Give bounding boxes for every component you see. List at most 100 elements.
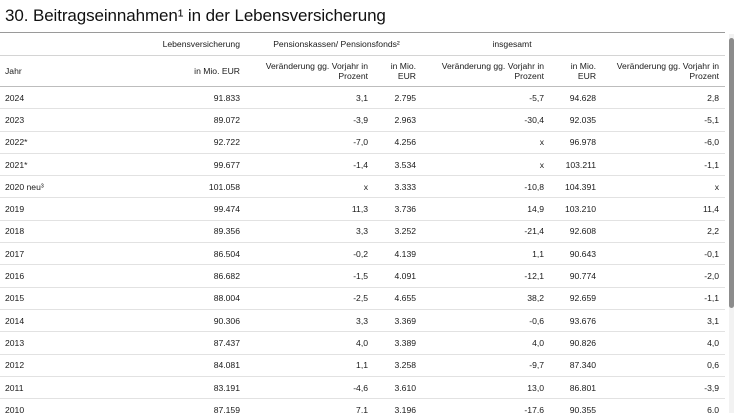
cell-veraenderung-pk: 1,1 xyxy=(422,242,551,266)
cell-veraenderung-pk: x xyxy=(422,131,551,154)
cell-mio-ges: 90.774 xyxy=(550,264,603,288)
cell-veraenderung-ges: 3,1 xyxy=(602,309,726,333)
cell-mio-lv: 90.306 xyxy=(118,309,246,333)
cell-veraenderung-lv: -3,9 xyxy=(246,108,374,132)
cell-mio-pk: 3.389 xyxy=(374,331,423,355)
cell-veraenderung-ges: -1,1 xyxy=(602,153,726,177)
cell-veraenderung-lv: 3,3 xyxy=(246,309,374,333)
group-header-insgesamt: insgesamt xyxy=(422,33,603,56)
cell-mio-ges: 104.391 xyxy=(550,175,603,199)
cell-mio-ges: 92.035 xyxy=(550,108,603,132)
cell-jahr: 2016 xyxy=(0,264,118,288)
title-divider xyxy=(0,32,725,33)
cell-veraenderung-ges: -0,1 xyxy=(602,242,726,266)
cell-jahr: 2010 xyxy=(0,398,118,413)
table-row: 2023 89.072 -3,9 2.963 -30,4 92.035 -5,1 xyxy=(0,108,726,132)
column-header-veraenderung-lv: Veränderung gg. Vorjahr in Prozent xyxy=(246,55,374,87)
cell-mio-ges: 87.340 xyxy=(550,354,603,377)
cell-jahr: 2020 neu³ xyxy=(0,175,118,199)
cell-veraenderung-ges: 11,4 xyxy=(602,197,726,221)
cell-veraenderung-ges: -2,0 xyxy=(602,264,726,288)
cell-mio-pk: 2.963 xyxy=(374,108,423,132)
cell-veraenderung-lv: x xyxy=(246,175,374,199)
cell-veraenderung-pk: -5,7 xyxy=(422,86,551,110)
cell-jahr: 2023 xyxy=(0,108,118,132)
page-title: 30. Beitragseinnahmen¹ in der Lebensvers… xyxy=(5,6,386,25)
table-row: 2010 87.159 7,1 3.196 -17,6 90.355 6,0 xyxy=(0,398,726,413)
table-row: 2022* 92.722 -7,0 4.256 x 96.978 -6,0 xyxy=(0,131,726,154)
cell-veraenderung-pk: -0,6 xyxy=(422,309,551,333)
cell-mio-pk: 3.610 xyxy=(374,376,423,400)
data-table: Lebensversicherung Pensionskassen/ Pensi… xyxy=(0,33,726,413)
cell-veraenderung-ges: 2,8 xyxy=(602,86,726,110)
cell-mio-lv: 89.356 xyxy=(118,220,246,244)
cell-veraenderung-ges: -5,1 xyxy=(602,108,726,132)
cell-veraenderung-lv: 4,0 xyxy=(246,331,374,355)
cell-veraenderung-pk: -10,8 xyxy=(422,175,551,199)
column-header-mio-pk: in Mio. EUR xyxy=(374,55,423,87)
group-header-row: Lebensversicherung Pensionskassen/ Pensi… xyxy=(0,33,726,56)
cell-veraenderung-pk: 14,9 xyxy=(422,197,551,221)
cell-mio-lv: 99.474 xyxy=(118,197,246,221)
cell-veraenderung-pk: 4,0 xyxy=(422,331,551,355)
cell-veraenderung-ges: x xyxy=(602,175,726,199)
cell-jahr: 2024 xyxy=(0,86,118,110)
table-row: 2019 99.474 11,3 3.736 14,9 103.210 11,4 xyxy=(0,197,726,221)
cell-mio-lv: 87.437 xyxy=(118,331,246,355)
cell-mio-pk: 4.655 xyxy=(374,287,423,310)
table-row: 2015 88.004 -2,5 4.655 38,2 92.659 -1,1 xyxy=(0,287,726,310)
cell-mio-ges: 90.643 xyxy=(550,242,603,266)
cell-jahr: 2014 xyxy=(0,309,118,333)
vertical-scrollbar[interactable] xyxy=(729,34,734,413)
scrollbar-thumb[interactable] xyxy=(729,38,734,308)
cell-veraenderung-pk: 38,2 xyxy=(422,287,551,310)
cell-mio-lv: 101.058 xyxy=(118,175,246,199)
cell-veraenderung-lv: 11,3 xyxy=(246,197,374,221)
column-header-row: Jahr in Mio. EUR Veränderung gg. Vorjahr… xyxy=(0,55,726,87)
cell-veraenderung-lv: -1,5 xyxy=(246,264,374,288)
cell-veraenderung-ges: -6,0 xyxy=(602,131,726,154)
cell-mio-lv: 91.833 xyxy=(118,86,246,110)
cell-jahr: 2012 xyxy=(0,354,118,377)
cell-mio-lv: 89.072 xyxy=(118,108,246,132)
cell-jahr: 2013 xyxy=(0,331,118,355)
table-row: 2021* 99.677 -1,4 3.534 x 103.211 -1,1 xyxy=(0,153,726,177)
cell-mio-ges: 86.801 xyxy=(550,376,603,400)
cell-mio-pk: 3.258 xyxy=(374,354,423,377)
cell-mio-lv: 86.504 xyxy=(118,242,246,266)
cell-veraenderung-lv: -7,0 xyxy=(246,131,374,154)
group-header-empty xyxy=(0,33,118,56)
cell-mio-lv: 99.677 xyxy=(118,153,246,177)
cell-jahr: 2022* xyxy=(0,131,118,154)
cell-veraenderung-lv: -0,2 xyxy=(246,242,374,266)
table-row: 2014 90.306 3,3 3.369 -0,6 93.676 3,1 xyxy=(0,309,726,333)
cell-mio-lv: 92.722 xyxy=(118,131,246,154)
cell-veraenderung-lv: -1,4 xyxy=(246,153,374,177)
cell-jahr: 2015 xyxy=(0,287,118,310)
table-row: 2016 86.682 -1,5 4.091 -12,1 90.774 -2,0 xyxy=(0,264,726,288)
cell-veraenderung-lv: 3,3 xyxy=(246,220,374,244)
group-header-pensionskassen: Pensionskassen/ Pensionsfonds² xyxy=(246,33,423,56)
column-header-jahr: Jahr xyxy=(0,55,118,87)
cell-mio-ges: 103.210 xyxy=(550,197,603,221)
column-header-mio-lv: in Mio. EUR xyxy=(118,55,246,87)
cell-mio-ges: 93.676 xyxy=(550,309,603,333)
cell-veraenderung-lv: -2,5 xyxy=(246,287,374,310)
cell-veraenderung-pk: -9,7 xyxy=(422,354,551,377)
table-row: 2012 84.081 1,1 3.258 -9,7 87.340 0,6 xyxy=(0,354,726,377)
cell-jahr: 2019 xyxy=(0,197,118,221)
column-header-veraenderung-ges: Veränderung gg. Vorjahr in Prozent xyxy=(602,55,726,87)
cell-veraenderung-ges: 0,6 xyxy=(602,354,726,377)
cell-mio-ges: 96.978 xyxy=(550,131,603,154)
cell-mio-ges: 103.211 xyxy=(550,153,603,177)
group-header-lebensversicherung: Lebensversicherung xyxy=(118,33,246,56)
cell-mio-pk: 4.139 xyxy=(374,242,423,266)
cell-veraenderung-pk: -17,6 xyxy=(422,398,551,413)
cell-mio-pk: 3.736 xyxy=(374,197,423,221)
cell-mio-lv: 86.682 xyxy=(118,264,246,288)
cell-veraenderung-ges: 4,0 xyxy=(602,331,726,355)
cell-veraenderung-pk: -30,4 xyxy=(422,108,551,132)
cell-veraenderung-ges: -3,9 xyxy=(602,376,726,400)
cell-jahr: 2017 xyxy=(0,242,118,266)
